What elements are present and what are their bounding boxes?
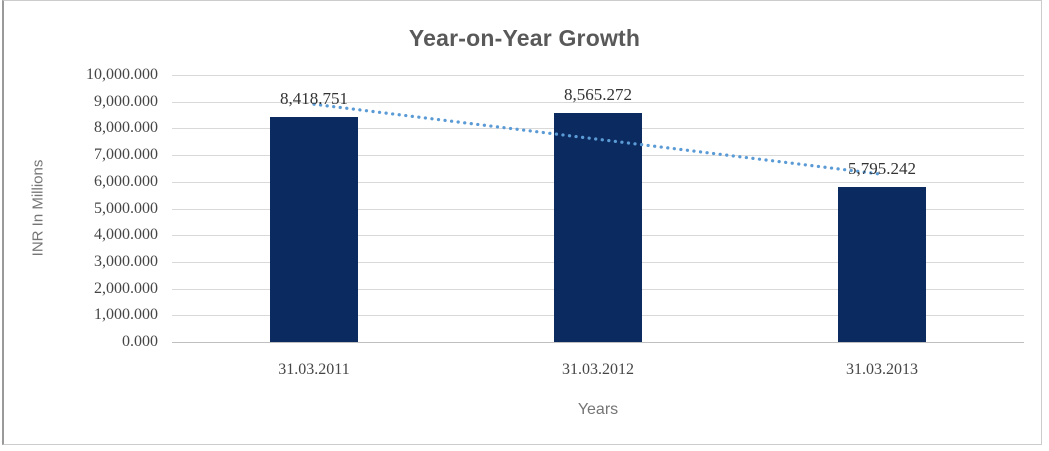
- x-tick-label: 31.03.2012: [562, 361, 634, 378]
- bar-value-label: 8,418.751: [280, 89, 348, 109]
- trendline: [312, 102, 884, 176]
- plot-area: 8,418.751 8,565.272 5,795.242: [172, 75, 1024, 343]
- y-tick-label: 6,000.000: [94, 172, 158, 190]
- x-tick-label: 31.03.2013: [846, 361, 918, 378]
- gridline: [172, 101, 1024, 103]
- y-tick-label: 10,000.000: [86, 66, 158, 83]
- y-tick-label: 3,000.000: [94, 252, 158, 270]
- chart-title: Year-on-Year Growth: [408, 25, 641, 51]
- y-tick-label: 8,000.000: [94, 119, 158, 137]
- bar-31.03.2013: [838, 187, 926, 342]
- gridline: [172, 75, 1024, 76]
- y-tick-label: 1,000.000: [94, 306, 158, 324]
- y-tick-label: 7,000.000: [94, 146, 158, 164]
- y-tick-label: 4,000.000: [94, 226, 158, 244]
- x-axis-title: Years: [577, 401, 619, 418]
- y-tick-label: 2,000.000: [94, 279, 158, 297]
- y-tick-label: 0.000: [122, 333, 158, 350]
- bar-31.03.2012: [554, 113, 642, 342]
- y-tick-label: 5,000.000: [94, 199, 158, 217]
- trendline-dotted-line: [312, 102, 884, 176]
- bar-value-label: 5,795.242: [848, 159, 916, 179]
- bar-31.03.2011: [270, 117, 358, 342]
- x-tick-label: 31.03.2011: [278, 361, 350, 378]
- bar-value-label: 8,565.272: [564, 85, 632, 105]
- y-tick-label: 9,000.000: [94, 92, 158, 110]
- x-axis-line: [172, 342, 1024, 343]
